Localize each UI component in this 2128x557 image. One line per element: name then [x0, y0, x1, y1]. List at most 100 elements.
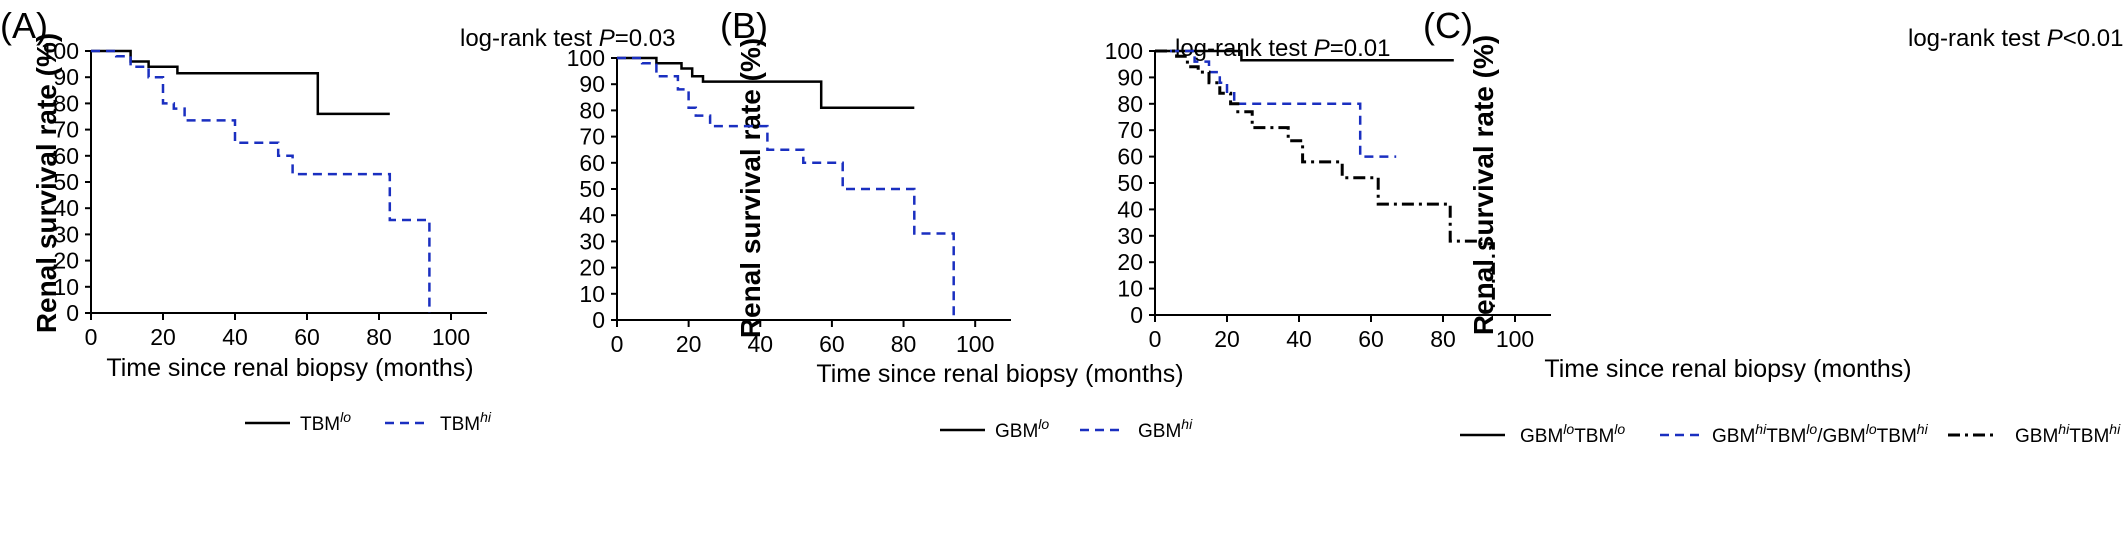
panel-b-logrank: log-rank test P=0.01 [1175, 35, 1390, 62]
panel-b-label: (B) [720, 5, 768, 46]
panel-a-series-0-line [91, 49, 390, 116]
legend-label-gbm-lo-tbm-lo: GBMloTBMlo [1520, 421, 1625, 447]
panel-a-test-name: log-rank test [460, 25, 592, 52]
panel-c-series-1-line [1155, 49, 1397, 158]
panel-c-y-tick-label: 90 [1117, 64, 1143, 90]
panel-b-y-tick-label: 0 [592, 307, 605, 333]
legend-a-0-sup: lo [340, 409, 351, 425]
panel-c-p-symbol: P [2047, 25, 2063, 52]
panel-b: (B) log-rank test P=0.01 Renal survival … [567, 5, 1391, 442]
panel-a-y-tick-label: 0 [66, 300, 79, 326]
panel-c-y-tick-label: 80 [1117, 91, 1143, 117]
panel-a-p-value: =0.03 [615, 25, 676, 52]
panel-c-logrank: log-rank test P<0.01 [1908, 25, 2123, 52]
panel-a-legend: TBMlo TBMhi [245, 409, 492, 435]
panel-b-x-tick-label: 80 [891, 331, 917, 357]
panel-c-series-2-line [1155, 49, 1495, 308]
panel-a-y-tick-label: 60 [53, 143, 79, 169]
legend-c-1-sup: hi [1755, 421, 1767, 437]
panel-c: (C) log-rank test P<0.01 Renal survival … [1105, 5, 2124, 447]
panel-b-y-tick-label: 100 [567, 45, 605, 71]
legend-c-0-name2: TBM [1574, 426, 1614, 447]
panel-c-x-tick-label: 0 [1149, 326, 1162, 352]
panel-c-x-tick-label: 60 [1358, 326, 1384, 352]
legend-label-tbm-lo: TBMlo [300, 409, 351, 435]
panel-a-y-tick-label: 30 [53, 221, 79, 247]
panel-b-x-tick-label: 60 [819, 331, 845, 357]
legend-c-1-name: GBM [1712, 426, 1755, 447]
panel-a-y-tick-label: 40 [53, 195, 79, 221]
panel-c-legend: GBMloTBMlo GBMhiTBMlo/GBMloTBMhi GBMhiTB… [1460, 421, 2121, 447]
panel-c-x-tick-label: 100 [1496, 326, 1534, 352]
legend-b-1-name: GBM [1138, 421, 1181, 442]
panel-a-y-tick-label: 10 [53, 274, 79, 300]
legend-c-2-sup: hi [2058, 421, 2070, 437]
panel-c-y-axis-label: Renal survival rate (%) [1468, 35, 1499, 335]
panel-a-x-tick-label: 100 [432, 324, 470, 350]
panel-a-y-tick-label: 80 [53, 90, 79, 116]
panel-b-y-tick-label: 20 [579, 255, 605, 281]
legend-c-1-extra2: TBM [1877, 426, 1917, 447]
panel-c-x-tick-label: 80 [1430, 326, 1456, 352]
panel-b-y-tick-label: 90 [579, 71, 605, 97]
panel-b-x-tick-label: 100 [956, 331, 994, 357]
legend-c-1-extra-sup: lo [1866, 421, 1877, 437]
panel-a-logrank: log-rank test P=0.03 [460, 25, 675, 52]
panel-b-y-tick-label: 40 [579, 202, 605, 228]
panel-a-y-tick-label: 100 [41, 38, 79, 64]
panel-b-x-axis-label: Time since renal biopsy (months) [816, 360, 1183, 388]
legend-c-2-name: GBM [2015, 426, 2058, 447]
panel-c-y-tick-label: 100 [1105, 38, 1143, 64]
panel-a-y-tick-label: 20 [53, 248, 79, 274]
panel-c-y-tick-label: 10 [1117, 276, 1143, 302]
panel-b-p-symbol: P [1314, 35, 1330, 62]
panel-a-x-tick-label: 80 [366, 324, 392, 350]
panel-b-p-value: =0.01 [1330, 35, 1391, 62]
panel-a-x-tick-label: 20 [150, 324, 176, 350]
legend-label-tbm-hi: TBMhi [440, 409, 492, 435]
legend-c-2-name2: TBM [2069, 426, 2109, 447]
panel-b-y-tick-label: 60 [579, 150, 605, 176]
panel-a-y-tick-label: 50 [53, 169, 79, 195]
panel-c-label: (C) [1423, 5, 1473, 46]
legend-c-0-sup: lo [1563, 421, 1574, 437]
panel-a-x-tick-label: 0 [85, 324, 98, 350]
legend-label-gbm-hi: GBMhi [1138, 416, 1193, 442]
legend-c-1-extra: /GBM [1817, 426, 1866, 447]
panel-c-x-tick-label: 40 [1286, 326, 1312, 352]
legend-c-1-name2: TBM [1766, 426, 1806, 447]
legend-b-1-sup: hi [1181, 416, 1193, 432]
panel-c-p-value: <0.01 [2063, 25, 2124, 52]
panel-b-y-tick-label: 80 [579, 97, 605, 123]
panel-a-x-tick-label: 40 [222, 324, 248, 350]
panel-c-y-tick-label: 0 [1130, 302, 1143, 328]
panel-c-y-tick-label: 30 [1117, 223, 1143, 249]
panel-c-y-tick-label: 40 [1117, 196, 1143, 222]
legend-c-2-sup2: hi [2109, 421, 2121, 437]
panel-c-y-tick-label: 70 [1117, 117, 1143, 143]
legend-c-0-name: GBM [1520, 426, 1563, 447]
legend-a-1-sup: hi [480, 409, 492, 425]
panel-a-y-axis-label: Renal survival rate (%) [31, 33, 62, 333]
panel-b-y-axis-label: Renal survival rate (%) [735, 38, 766, 338]
panel-a: (A) log-rank test P=0.03 Renal survival … [0, 5, 675, 435]
panel-a-p-symbol: P [599, 25, 615, 52]
panel-a-y-tick-label: 90 [53, 64, 79, 90]
panel-b-y-tick-label: 50 [579, 176, 605, 202]
panel-c-y-tick-label: 50 [1117, 170, 1143, 196]
panel-b-series-0-line [617, 56, 915, 110]
legend-a-0-name: TBM [300, 414, 340, 435]
panel-a-x-axis-label: Time since renal biopsy (months) [106, 354, 473, 382]
panel-a-series-1-line [91, 49, 431, 313]
panel-c-test-name: log-rank test [1908, 25, 2040, 52]
panel-c-x-axis-label: Time since renal biopsy (months) [1544, 355, 1911, 383]
panel-a-x-tick-label: 60 [294, 324, 320, 350]
legend-c-1-sup2: lo [1806, 421, 1817, 437]
panel-b-y-tick-label: 10 [579, 281, 605, 307]
legend-label-gbm-hi-tbm-lo: GBMhiTBMlo/GBMloTBMhi [1712, 421, 1929, 447]
legend-label-gbm-hi-tbm-hi: GBMhiTBMhi [2015, 421, 2121, 447]
legend-label-gbm-lo: GBMlo [995, 416, 1049, 442]
panel-b-x-tick-label: 0 [611, 331, 624, 357]
legend-b-0-name: GBM [995, 421, 1038, 442]
